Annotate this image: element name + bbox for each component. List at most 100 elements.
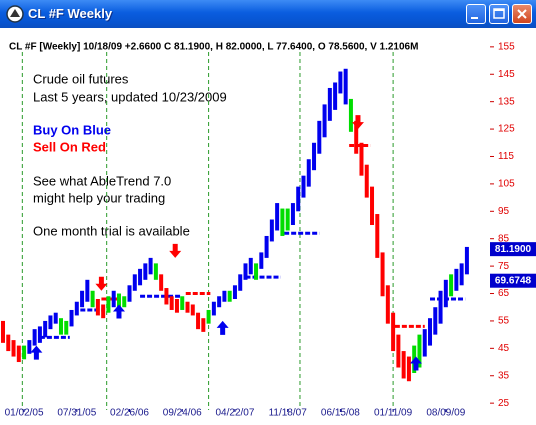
y-tick-label: 125 [498, 124, 515, 135]
price-bar [428, 318, 433, 346]
chart: CL #F [Weekly] 10/18/09 +2.6600 C 81.190… [1, 41, 536, 419]
price-bar [1, 320, 5, 343]
close-button[interactable] [512, 4, 532, 24]
price-bar [317, 120, 322, 154]
price-bar [32, 329, 37, 346]
signal-arrow [351, 115, 364, 130]
price-bar [27, 340, 32, 354]
note: might help your trading [33, 190, 165, 205]
y-tick-label: 85 [498, 233, 510, 244]
price-bar [6, 334, 11, 352]
signal-arrow [169, 243, 182, 258]
price-bar [180, 296, 185, 310]
price-bar [196, 312, 201, 330]
maximize-button[interactable] [489, 4, 509, 24]
price-bar [312, 142, 317, 171]
price-bar [116, 293, 121, 308]
price-bar [449, 274, 454, 297]
price-bar [438, 290, 443, 324]
price-bar [354, 120, 359, 154]
y-tick-label: 75 [498, 261, 510, 272]
minimize-button[interactable] [466, 4, 486, 24]
price-bar [364, 164, 369, 198]
price-bar [380, 252, 385, 297]
y-tick-label: 35 [498, 370, 510, 381]
price-bar [164, 288, 169, 305]
y-tick-label: 135 [498, 96, 515, 107]
price-bar [248, 257, 253, 275]
price-bar [375, 214, 380, 258]
price-label-box [490, 242, 536, 257]
price-bar [464, 246, 469, 275]
x-tick-label: 01/02/05 [5, 408, 44, 419]
price-bar [459, 263, 464, 286]
app-icon [6, 5, 24, 23]
signal-arrow [216, 320, 229, 335]
price-bar [80, 290, 85, 308]
price-bar [185, 301, 190, 313]
price-bar [406, 356, 411, 382]
price-bar [327, 87, 332, 121]
y-tick-label: 115 [498, 151, 514, 162]
price-bar [222, 290, 227, 302]
signal-arrow [95, 276, 108, 291]
x-tick-label: 06/15/08 [321, 408, 360, 419]
x-tick-label: 04/22/07 [215, 408, 254, 419]
note: Last 5 years, updated 10/23/2009 [33, 89, 227, 104]
x-tick-label: 07/31/05 [57, 408, 96, 419]
x-tick-label: 02/26/06 [110, 408, 149, 419]
price-bar [259, 252, 264, 269]
price-bar [243, 263, 248, 280]
y-tick-label: 45 [498, 343, 510, 354]
price-bar [322, 104, 327, 138]
price-bar [111, 290, 116, 308]
price-bar [169, 296, 174, 310]
price-bar [153, 263, 158, 280]
price-bar [132, 274, 137, 291]
price-bar [69, 309, 74, 327]
price-bar [338, 71, 343, 94]
y-tick-label: 95 [498, 206, 510, 217]
window-title: CL #F Weekly [28, 6, 113, 21]
price-bar [370, 186, 375, 225]
plot-area [1, 52, 469, 410]
y-tick-label: 155 [498, 41, 515, 52]
price-bar [264, 235, 269, 258]
price-bar [385, 285, 390, 324]
price-bar [11, 340, 16, 357]
price-bar [206, 309, 211, 324]
y-tick-label: 55 [498, 316, 510, 327]
price-bar [95, 299, 100, 316]
price-bar [37, 326, 42, 343]
price-bar [43, 320, 48, 338]
x-tick-label: 01/11/09 [374, 408, 413, 419]
price-bar [348, 98, 353, 132]
price-bar [238, 274, 243, 291]
price-bar [417, 334, 422, 368]
note: Crude oil futures [33, 71, 129, 86]
price-bar [391, 312, 396, 352]
price-bar [227, 290, 232, 302]
title-bar: CL #F Weekly [0, 0, 536, 28]
x-tick-label: 08/09/09 [426, 408, 465, 419]
signal-arrow [409, 356, 422, 371]
price-bar [422, 329, 427, 357]
price-bar [396, 334, 401, 368]
price-bar [443, 279, 448, 308]
y-tick-label: 145 [498, 69, 515, 80]
price-bar [48, 315, 53, 330]
price-bar [138, 268, 143, 286]
price-bar [454, 268, 459, 291]
price-bar [296, 186, 301, 212]
price-bar [433, 307, 438, 335]
y-tick-label: 25 [498, 398, 510, 409]
price-bar [254, 263, 259, 280]
price-bar [280, 208, 285, 236]
price-bar [159, 274, 164, 291]
signal-arrow [30, 345, 43, 360]
price-bar [285, 208, 290, 231]
price-bar [16, 345, 21, 363]
price-bar [143, 263, 148, 280]
price-bar [127, 285, 132, 302]
